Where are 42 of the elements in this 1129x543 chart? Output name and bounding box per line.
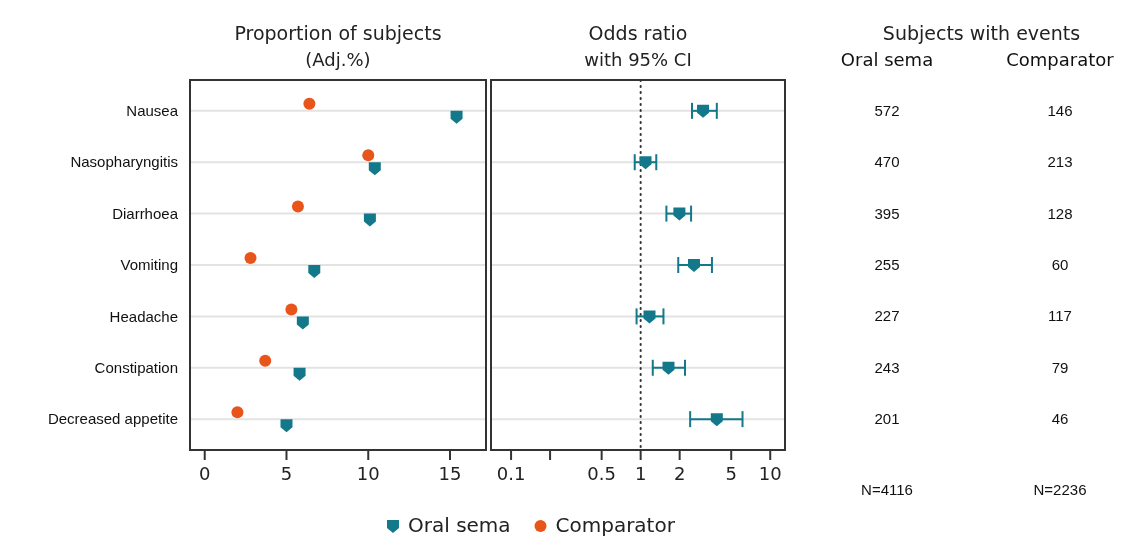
text: 79 — [1051, 358, 1069, 376]
text: 146 — [1047, 101, 1073, 119]
text: Subjects with events — [882, 22, 1081, 44]
chart-title: Proportion of subjects — [234, 22, 442, 44]
x-tick-label: 10 — [758, 463, 782, 484]
y-tick-label: Nasopharyngitis — [70, 153, 178, 171]
x-tick-label: 5 — [725, 463, 737, 484]
y-tick-label: Diarrhoea — [112, 204, 179, 222]
text: 128 — [1047, 204, 1073, 222]
y-tick-label: Decreased appetite — [47, 410, 178, 428]
text: 255 — [874, 256, 900, 273]
legend-label: Oral sema — [408, 513, 511, 537]
x-tick-label: 5 — [280, 463, 293, 484]
text: Oral sema — [840, 49, 934, 70]
x-tick-label: 0.1 — [496, 463, 526, 484]
x-tick-label: 15 — [438, 463, 462, 484]
text: 46 — [1051, 410, 1069, 428]
text: 227 — [874, 307, 900, 325]
x-tick-label: 10 — [356, 463, 380, 484]
x-tick-label: 0 — [198, 463, 211, 484]
y-tick-label: Vomiting — [120, 256, 178, 274]
text: N=2236 — [1033, 481, 1087, 498]
text: 470 — [874, 153, 900, 171]
x-tick-label: 1 — [634, 463, 647, 484]
chart-subtitle: with 95% CI — [584, 49, 692, 70]
text: 243 — [874, 358, 900, 376]
legend-label: Comparator — [555, 513, 676, 537]
y-tick-label: Constipation — [94, 359, 178, 377]
text: 117 — [1048, 307, 1072, 325]
chart-title: Odds ratio — [588, 22, 688, 44]
text: 60 — [1051, 256, 1069, 273]
text: 395 — [874, 204, 900, 222]
text: 572 — [874, 101, 900, 119]
text: 213 — [1047, 153, 1073, 171]
text: N=4116 — [861, 481, 913, 498]
x-tick-label: 0.5 — [587, 463, 616, 484]
y-tick-label: Nausea — [126, 102, 179, 120]
x-tick-label: 2 — [673, 463, 686, 484]
text: Comparator — [1006, 49, 1115, 70]
y-tick-label: Headache — [109, 307, 178, 325]
text: 201 — [874, 410, 900, 428]
chart-subtitle: (Adj.%) — [305, 49, 371, 70]
